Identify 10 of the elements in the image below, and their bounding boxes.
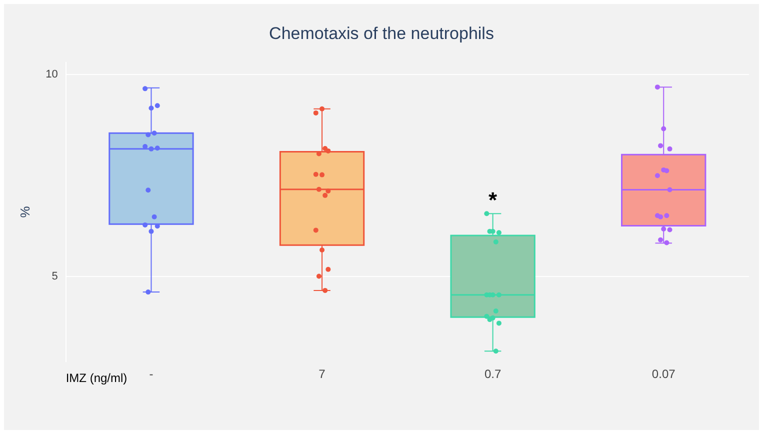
x-tick-label: 7 [318, 367, 326, 382]
y-tick-label: 5 [52, 270, 58, 283]
y-tick-label: 10 [46, 68, 58, 81]
x-axis-title: IMZ (ng/ml) [66, 370, 128, 385]
y-axis-title: % [17, 206, 32, 218]
x-tick-label: 0.7 [484, 367, 502, 382]
x-tick-label: - [149, 367, 154, 382]
annotation: * [488, 188, 498, 213]
chart-title: Chemotaxis of the neutrophils [269, 24, 494, 43]
x-tick-label: 0.07 [652, 367, 676, 382]
